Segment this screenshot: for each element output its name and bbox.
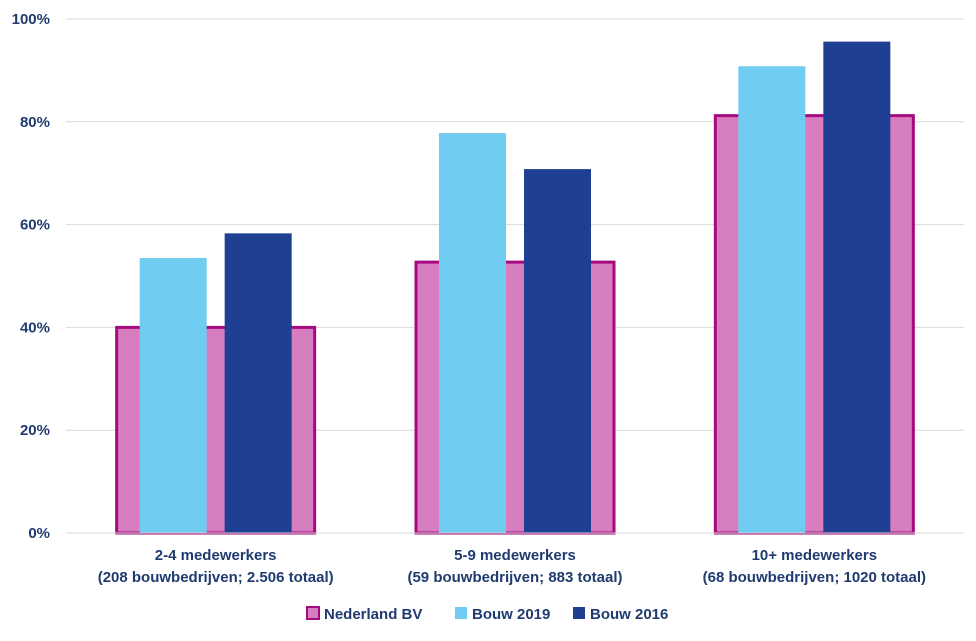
category-label: (59 bouwbedrijven; 883 totaal) xyxy=(407,569,622,586)
category-label: (208 bouwbedrijven; 2.506 totaal) xyxy=(98,569,334,586)
bar-bouw-2019 xyxy=(439,133,506,533)
legend-label: Bouw 2019 xyxy=(472,606,550,623)
y-tick-label: 80% xyxy=(20,114,50,131)
category-label: 2-4 medewerkers xyxy=(155,547,277,564)
bar-bouw-2016 xyxy=(823,41,891,534)
bar-bouw-2019 xyxy=(139,258,207,533)
category-label: (68 bouwbedrijven; 1020 totaal) xyxy=(703,569,926,586)
y-tick-label: 20% xyxy=(20,422,50,439)
legend: Nederland BV Bouw 2019 Bouw 2016 xyxy=(306,606,668,623)
y-tick-label: 60% xyxy=(20,217,50,234)
legend-label: Bouw 2016 xyxy=(590,606,668,623)
legend-swatch xyxy=(573,607,585,619)
y-tick-label: 40% xyxy=(20,319,50,336)
bars xyxy=(115,41,915,535)
category-label: 10+ medewerkers xyxy=(752,547,878,564)
legend-label: Nederland BV xyxy=(324,606,422,623)
bar-bouw-2016 xyxy=(224,233,292,533)
y-axis-ticks: 0% 20% 40% 60% 80% 100% xyxy=(12,11,50,542)
legend-swatch xyxy=(455,607,467,619)
bar-bouw-2019 xyxy=(738,66,806,534)
bar-bouw-2016 xyxy=(524,169,591,533)
legend-swatch xyxy=(306,606,320,620)
y-tick-label: 100% xyxy=(12,11,50,28)
category-labels: 2-4 medewerkers (208 bouwbedrijven; 2.506… xyxy=(98,547,926,586)
category-label: 5-9 medewerkers xyxy=(454,547,576,564)
y-tick-label: 0% xyxy=(28,525,50,542)
